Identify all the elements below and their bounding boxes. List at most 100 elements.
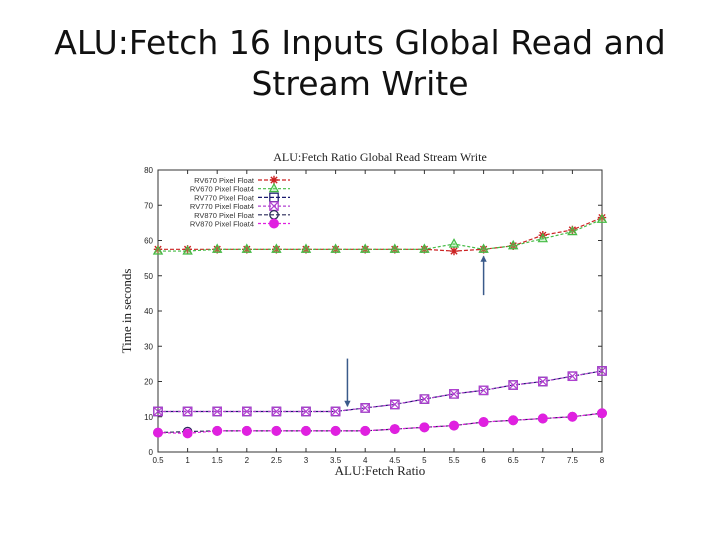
x-tick-label: 1.5 — [212, 456, 224, 465]
data-point — [241, 243, 253, 253]
data-point — [567, 225, 578, 236]
slide-title-line-1: ALU:Fetch 16 Inputs Global Read and — [54, 23, 666, 62]
x-tick-label: 0.5 — [152, 456, 164, 465]
legend-marker — [269, 175, 279, 185]
x-tick-label: 5.5 — [448, 456, 460, 465]
legend-label: RV870 Pixel Float — [194, 211, 255, 220]
data-point — [568, 225, 577, 235]
data-point — [271, 406, 282, 417]
series-1 — [152, 213, 608, 255]
axis-ticks: 0.5 1 1.5 2 2.5 3 3.5 4 4.5 5 5.5 6 6.5 7 7.5 8 0 10 20 30 4… — [144, 166, 605, 465]
legend-marker — [268, 182, 280, 193]
data-point — [597, 213, 607, 222]
y-tick-label: 60 — [144, 237, 153, 246]
y-axis-label: Time in seconds — [119, 269, 134, 354]
data-point — [597, 408, 607, 419]
data-point — [153, 427, 163, 438]
x-tick-label: 5 — [422, 456, 427, 465]
data-point — [390, 399, 400, 410]
x-tick-label: 3.5 — [330, 456, 342, 465]
data-point — [360, 425, 371, 436]
data-point — [389, 424, 400, 435]
data-point — [449, 389, 459, 399]
data-point — [301, 245, 311, 254]
x-tick-label: 8 — [600, 456, 605, 465]
data-point — [182, 406, 193, 417]
annotation-arrowhead — [344, 400, 351, 408]
slide-title: ALU:Fetch 16 Inputs Global Read and Stre… — [0, 22, 720, 104]
data-point — [300, 243, 312, 253]
y-tick-label: 20 — [144, 378, 153, 387]
data-point — [242, 406, 252, 417]
data-point — [153, 245, 163, 254]
data-point — [272, 245, 281, 254]
series-line — [158, 218, 603, 252]
data-point — [241, 425, 252, 436]
data-point — [212, 406, 222, 417]
legend-label: RV670 Pixel Float4 — [190, 185, 254, 194]
data-point — [330, 425, 341, 436]
y-tick-label: 30 — [144, 342, 153, 351]
data-point — [597, 366, 607, 376]
data-point — [449, 246, 459, 256]
y-tick-label: 40 — [144, 307, 153, 316]
data-point — [182, 245, 193, 255]
legend-label: RV670 Pixel Float — [194, 176, 255, 185]
data-point — [478, 385, 489, 396]
x-tick-label: 3 — [304, 456, 309, 465]
x-tick-label: 2 — [245, 456, 250, 465]
x-tick-label: 4 — [363, 456, 368, 465]
data-point — [153, 406, 163, 417]
y-tick-label: 0 — [149, 448, 154, 457]
series-3 — [153, 366, 607, 417]
slide-title-line-2: Stream Write — [251, 64, 469, 103]
data-point — [478, 243, 489, 253]
data-point — [330, 406, 341, 417]
x-tick-label: 6.5 — [508, 456, 520, 465]
series-line — [157, 412, 603, 434]
data-point — [152, 245, 164, 255]
y-tick-label: 50 — [144, 272, 153, 281]
x-axis-label: ALU:Fetch Ratio — [335, 463, 426, 478]
data-point — [449, 420, 459, 431]
data-point — [271, 425, 282, 436]
x-tick-label: 7.5 — [567, 456, 579, 465]
data-point — [301, 406, 311, 417]
annotation-arrowhead — [480, 255, 487, 262]
data-point — [360, 403, 370, 413]
data-point — [271, 243, 282, 253]
x-tick-label: 1 — [185, 456, 190, 465]
data-point — [182, 428, 193, 439]
y-tick-label: 10 — [144, 413, 153, 422]
data-point — [389, 243, 401, 253]
legend-label: RV770 Pixel Float — [194, 193, 255, 202]
x-tick-label: 7 — [541, 456, 546, 465]
legend-label: RV770 Pixel Float4 — [190, 202, 254, 211]
data-point — [538, 376, 548, 387]
x-tick-label: 6 — [481, 456, 486, 465]
data-point — [330, 243, 341, 253]
data-point — [419, 422, 430, 433]
data-point — [419, 243, 430, 253]
data-point — [213, 245, 222, 254]
data-point — [507, 239, 519, 250]
data-point — [448, 238, 460, 248]
series-line — [158, 370, 603, 413]
data-point — [211, 243, 223, 253]
data-point — [359, 243, 371, 253]
data-point — [596, 213, 608, 223]
data-point — [508, 380, 518, 390]
data-point — [419, 394, 430, 404]
data-point — [508, 415, 519, 426]
legend-label: RV870 Pixel Float4 — [190, 220, 254, 229]
x-tick-label: 4.5 — [389, 456, 401, 465]
legend-marker — [269, 218, 279, 229]
data-point — [301, 425, 311, 436]
series-line — [158, 370, 603, 413]
data-point — [567, 371, 578, 382]
annotations — [344, 255, 487, 408]
x-tick-label: 2.5 — [271, 456, 283, 465]
data-point — [537, 232, 549, 243]
